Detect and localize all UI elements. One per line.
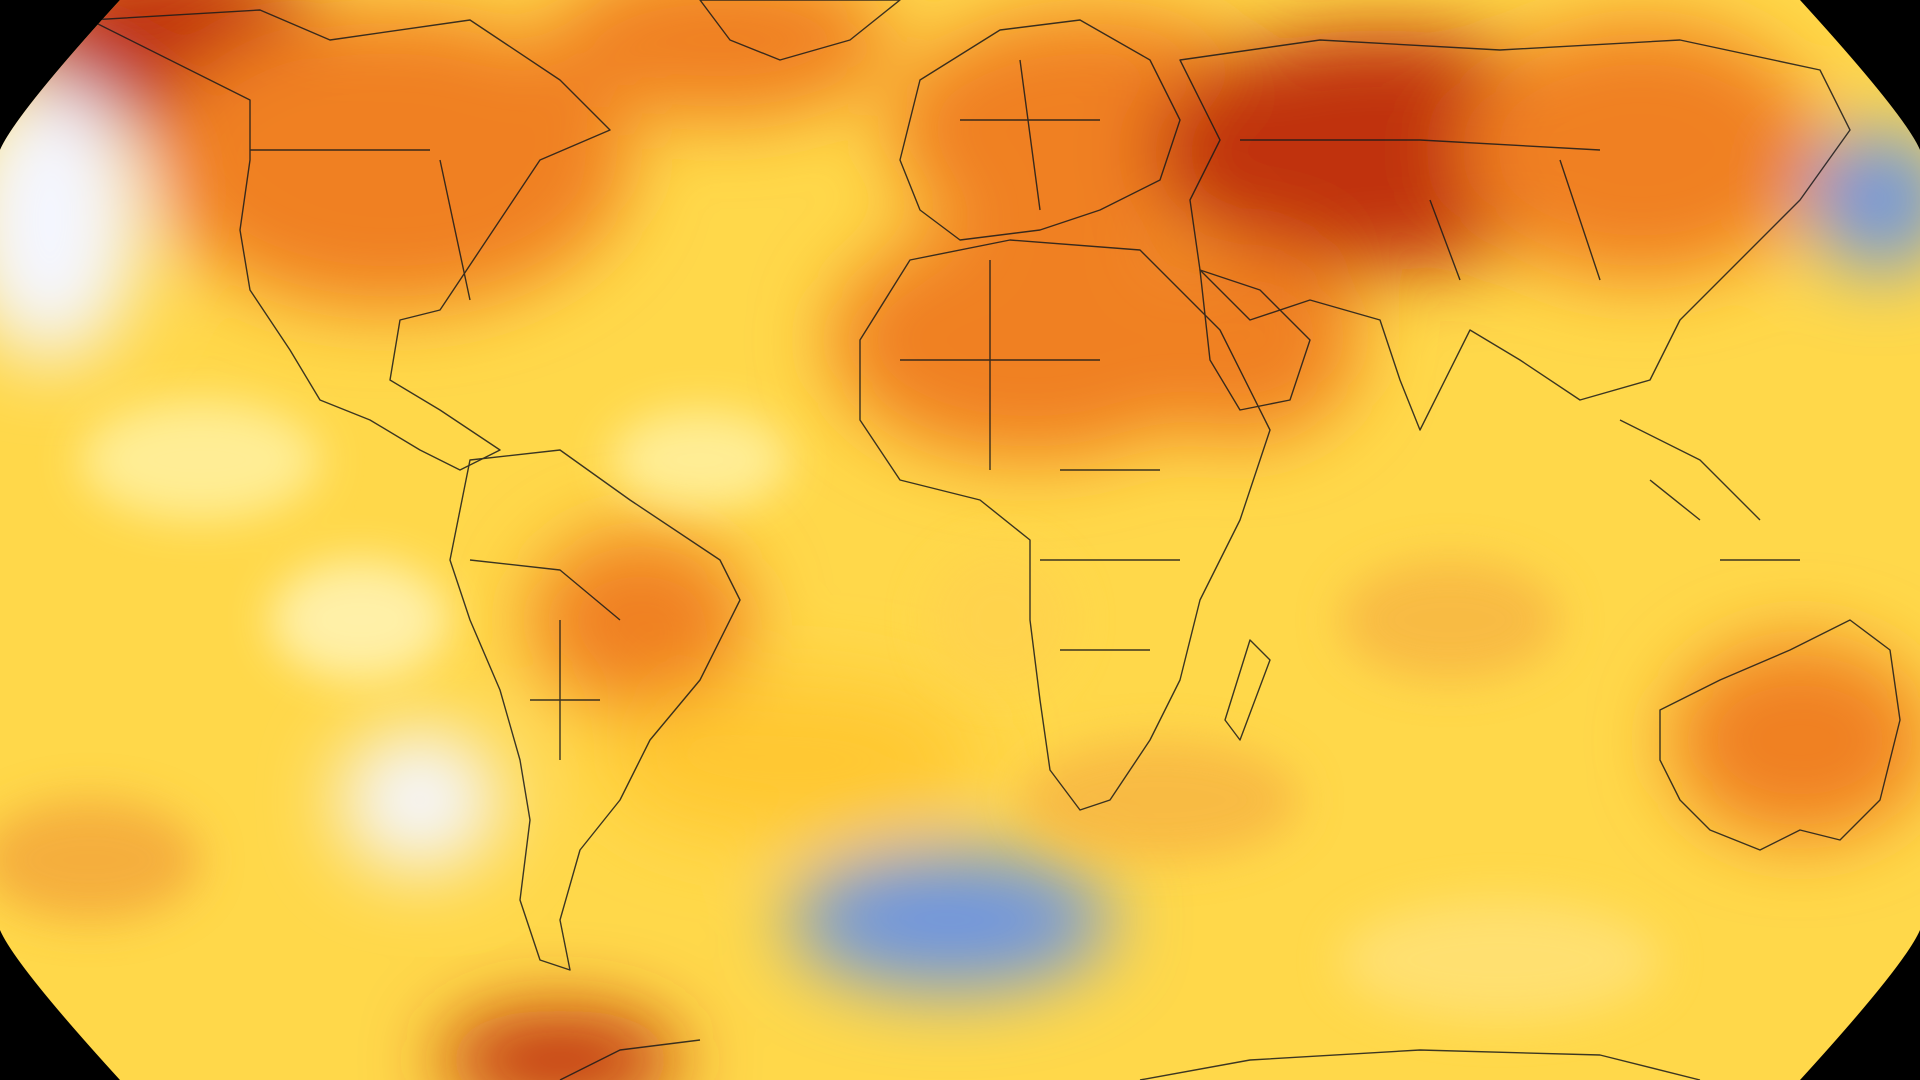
region-south-atlantic — [600, 680, 980, 840]
north-america-outline — [89, 9, 611, 471]
antarctica-outline — [559, 1039, 1701, 1080]
australia-outline — [1659, 619, 1901, 851]
region-north-america — [150, 10, 630, 310]
south-america-outline — [449, 449, 741, 971]
region-southern-ocean — [790, 850, 1110, 990]
region-sahara — [830, 220, 1230, 460]
region-greenland — [550, 0, 890, 120]
texture-patches — [0, 400, 1660, 1020]
asia-outline — [1179, 39, 1851, 431]
arabia-outline — [1199, 269, 1311, 411]
europe-outline — [899, 19, 1181, 241]
madagascar-outline — [1224, 639, 1271, 741]
region-australia — [1670, 640, 1920, 840]
region-antarctic-peninsula — [440, 1010, 680, 1080]
region-north-pacific-east — [1810, 130, 1920, 270]
africa-outline — [859, 239, 1271, 811]
greenland-outline — [699, 0, 901, 61]
country-borders — [89, 0, 1901, 1080]
region-amazon — [530, 530, 750, 710]
region-southeast-pacific — [340, 730, 500, 870]
region-north-pacific-west — [0, 80, 140, 360]
region-east-asia — [1460, 20, 1820, 280]
